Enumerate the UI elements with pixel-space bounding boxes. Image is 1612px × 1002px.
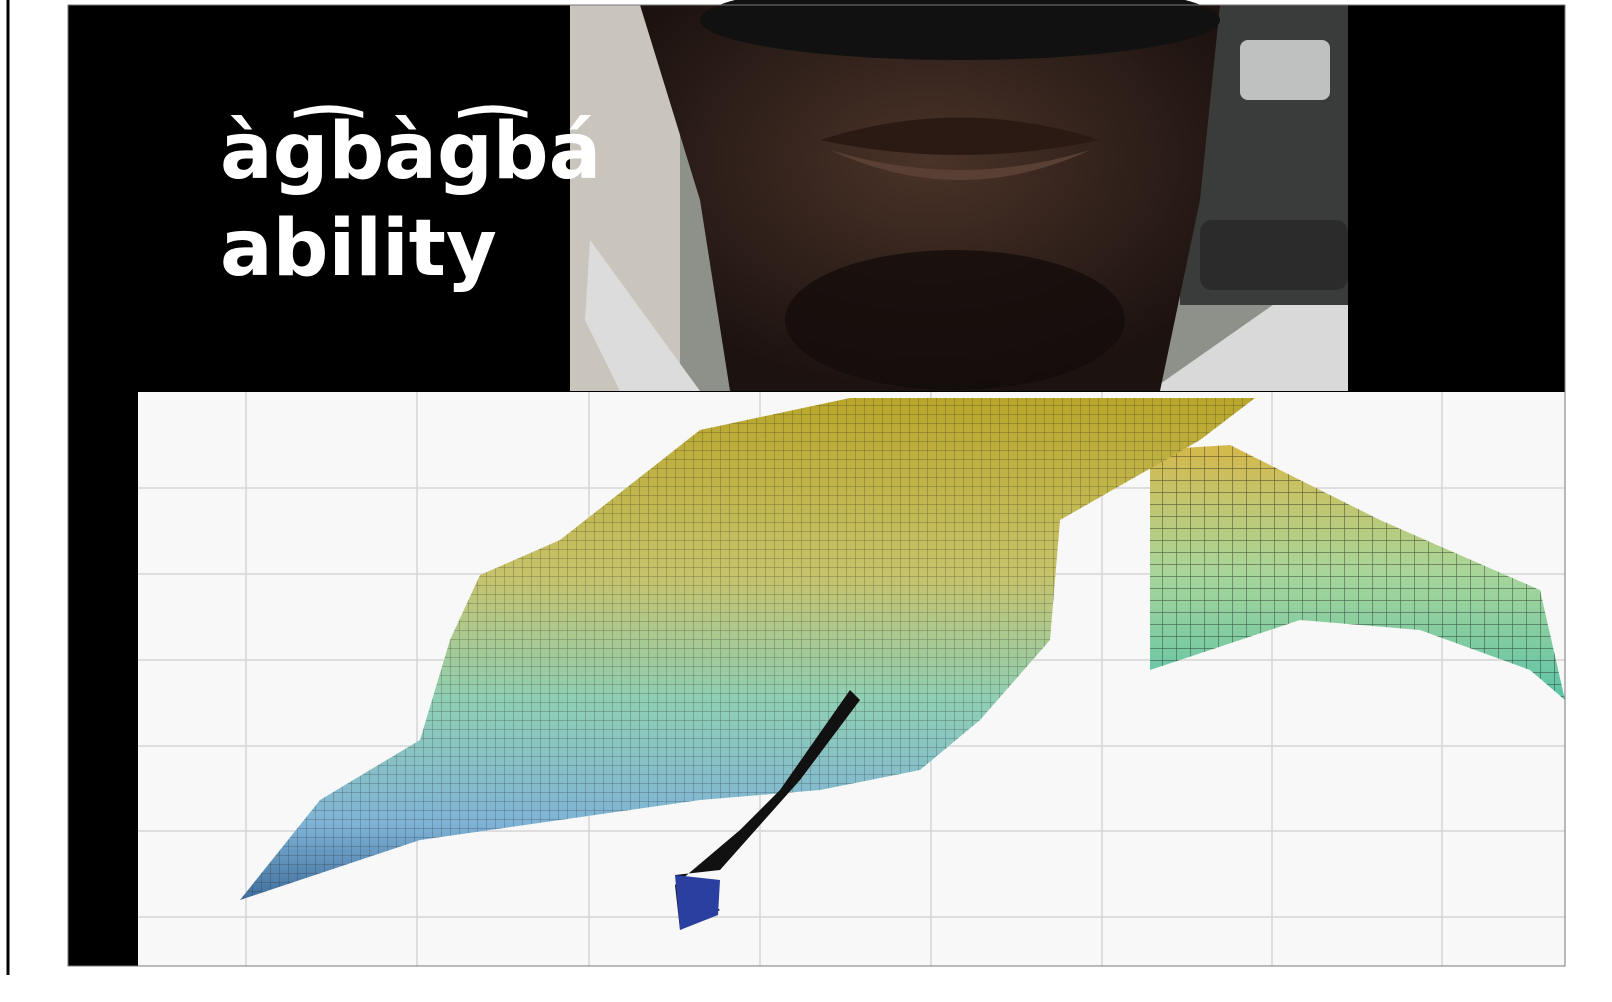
video-frame: àg͡bàg͡bá ability <box>0 0 1612 1002</box>
yoruba-word: àg͡bàg͡bá <box>220 104 601 197</box>
speaker-video <box>570 0 1348 391</box>
surface-plot <box>138 392 1565 966</box>
translation: ability <box>220 204 497 294</box>
